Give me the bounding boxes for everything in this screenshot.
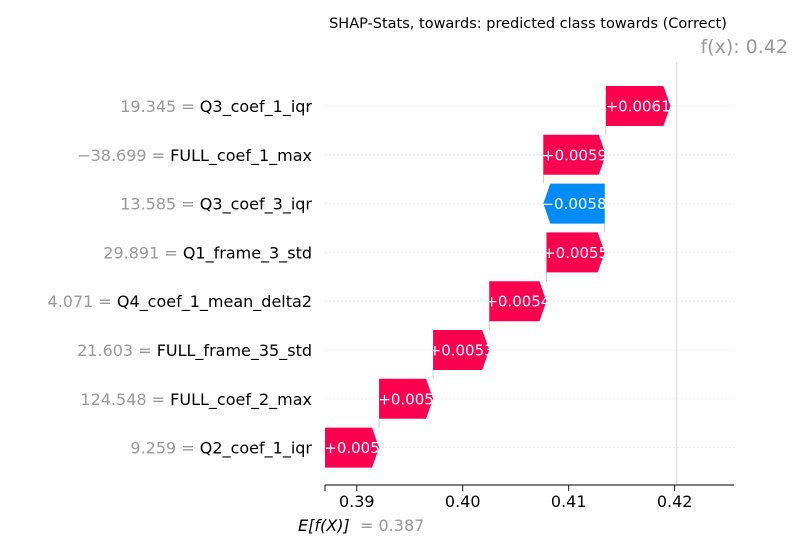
feature-value: 19.345 = — [120, 97, 200, 116]
bar-value-label: +0.0059 — [542, 146, 607, 164]
waterfall-bar-Q3_coef_3_iqr — [543, 183, 605, 224]
bar-value-label: +0.0055 — [543, 244, 608, 262]
feature-value: 9.259 = — [130, 439, 199, 458]
bar-value-label: −0.0058 — [541, 195, 606, 213]
feature-value: 4.071 = — [48, 292, 117, 311]
bar-value-label: +0.005 — [324, 439, 380, 457]
fx-label: f(x): 0.42 — [700, 36, 788, 58]
x-tick-label: 0.39 — [339, 492, 375, 511]
bar-value-label: +0.005 — [378, 390, 434, 408]
feature-name: FULL_coef_1_max — [170, 146, 312, 166]
feature-label: −38.699 = FULL_coef_1_max — [77, 146, 312, 166]
feature-value: 13.585 = — [120, 195, 200, 214]
waterfall-bar-Q4_coef_1_mean_delta2 — [489, 281, 547, 322]
feature-value: 124.548 = — [80, 390, 170, 409]
waterfall-bar-FULL_coef_2_max — [379, 378, 434, 419]
feature-label: 19.345 = Q3_coef_1_iqr — [120, 97, 312, 117]
grid-lines — [325, 62, 734, 485]
feature-value: 21.603 = — [77, 341, 157, 360]
feature-label: 9.259 = Q2_coef_1_iqr — [130, 439, 312, 459]
feature-name: FULL_frame_35_std — [157, 341, 312, 361]
feature-name: Q3_coef_1_iqr — [200, 97, 313, 117]
waterfall-bar-Q1_frame_3_std — [546, 232, 605, 273]
x-axis: 0.39 0.40 0.41 0.42 — [324, 484, 734, 511]
bar-value-label: +0.0054 — [485, 293, 550, 311]
feature-name: Q2_coef_1_iqr — [200, 439, 313, 459]
feature-label: 21.603 = FULL_frame_35_std — [77, 341, 312, 361]
waterfall-bar-Q2_coef_1_iqr — [325, 427, 380, 468]
x-tick-label: 0.40 — [445, 492, 481, 511]
bar-value-label: +0.0061 — [606, 98, 671, 116]
feature-value: 29.891 = — [103, 243, 183, 262]
feature-name: FULL_coef_2_max — [170, 390, 312, 410]
feature-name: Q1_frame_3_std — [183, 243, 312, 263]
feature-label: 4.071 = Q4_coef_1_mean_delta2 — [48, 292, 312, 312]
x-tick-label: 0.41 — [551, 492, 587, 511]
feature-name: Q3_coef_3_iqr — [200, 195, 313, 215]
feature-label: 29.891 = Q1_frame_3_std — [103, 243, 312, 263]
feature-label: 13.585 = Q3_coef_3_iqr — [120, 195, 312, 215]
waterfall-bar-FULL_coef_1_max — [543, 134, 606, 175]
base-value-label: E[f(X)] — [298, 516, 350, 535]
waterfall-bar-FULL_frame_35_std — [433, 330, 490, 370]
chart-title: SHAP-Stats, towards: predicted class tow… — [329, 16, 727, 32]
feature-label: 124.548 = FULL_coef_2_max — [80, 390, 312, 410]
bars: +0.0061 +0.0059 −0.0058 +0.0055 +0.0054 +0.00… — [324, 86, 671, 468]
feature-value: −38.699 = — [77, 146, 170, 165]
feature-labels: 19.345 = Q3_coef_1_iqr −38.699 = FULL_coe… — [48, 97, 313, 459]
waterfall-bar-Q3_coef_1_iqr — [605, 86, 671, 126]
feature-name: Q4_coef_1_mean_delta2 — [117, 292, 312, 312]
base-value-text: = 0.387 — [360, 516, 424, 535]
x-tick-label: 0.42 — [657, 492, 693, 511]
bar-value-label: +0.0053 — [429, 342, 494, 360]
